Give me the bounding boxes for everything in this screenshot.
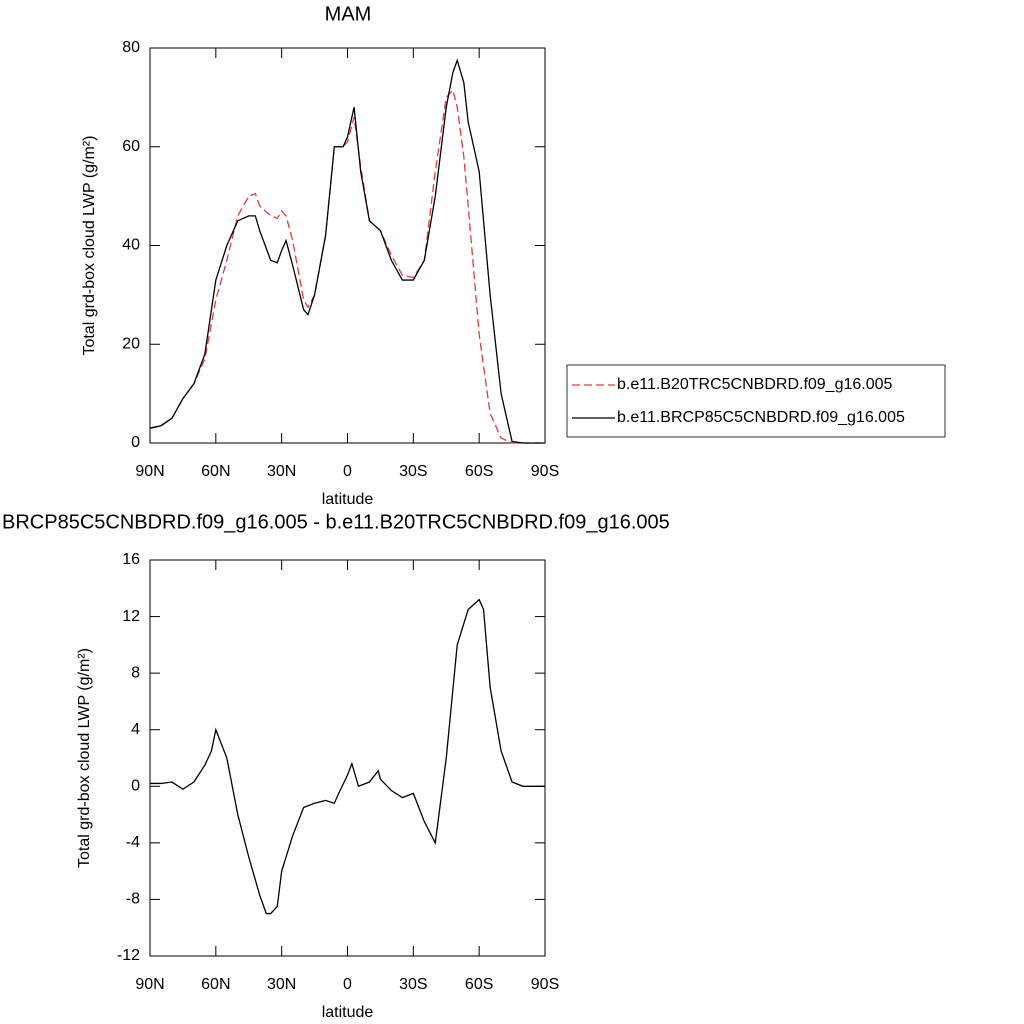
x-axis-label: latitude <box>322 491 374 508</box>
legend-label: b.e11.BRCP85C5CNBDRD.f09_g16.005 <box>617 409 905 426</box>
y-tick-label: 0 <box>131 778 140 795</box>
x-tick-label: 30S <box>399 463 427 480</box>
y-tick-label: 80 <box>122 39 140 56</box>
y-tick-label: 20 <box>122 335 140 352</box>
x-tick-label: 90N <box>135 463 164 480</box>
x-tick-label: 60S <box>465 463 493 480</box>
x-tick-label: 60N <box>201 976 230 993</box>
chart-title: BRCP85C5CNBDRD.f09_g16.005 - b.e11.B20TR… <box>2 511 670 533</box>
legend-box <box>566 364 946 438</box>
y-tick-label: -8 <box>126 891 140 908</box>
plot-frame <box>149 559 546 957</box>
legend-label: b.e11.B20TRC5CNBDRD.f09_g16.005 <box>617 376 893 393</box>
y-tick-label: -12 <box>117 947 140 964</box>
y-tick-label: 12 <box>122 608 140 625</box>
line-series <box>149 58 545 444</box>
y-tick-label: 60 <box>122 138 140 155</box>
y-tick-label: 16 <box>122 551 140 568</box>
x-tick-label: 60N <box>201 463 230 480</box>
x-tick-label: 30N <box>267 976 296 993</box>
x-tick-label: 30S <box>399 976 427 993</box>
y-tick-label: 8 <box>131 664 140 681</box>
x-tick-label: 60S <box>465 976 493 993</box>
y-axis-label: Total grd-box cloud LWP (g/m²) <box>76 648 93 868</box>
x-tick-label: 0 <box>343 976 352 993</box>
x-axis-label: latitude <box>322 1004 374 1021</box>
y-tick-label: 4 <box>131 721 140 738</box>
x-tick-label: 90S <box>531 463 559 480</box>
x-tick-label: 0 <box>343 463 352 480</box>
y-tick-label: -4 <box>126 834 140 851</box>
y-tick-label: 0 <box>131 434 140 451</box>
y-axis-label: Total grd-box cloud LWP (g/m²) <box>81 136 98 356</box>
x-tick-label: 90S <box>531 976 559 993</box>
chart-title: MAM <box>325 3 372 25</box>
line-series <box>149 88 545 444</box>
x-tick-label: 90N <box>135 976 164 993</box>
y-tick-label: 40 <box>122 237 140 254</box>
x-tick-label: 30N <box>267 463 296 480</box>
line-series <box>150 598 545 915</box>
